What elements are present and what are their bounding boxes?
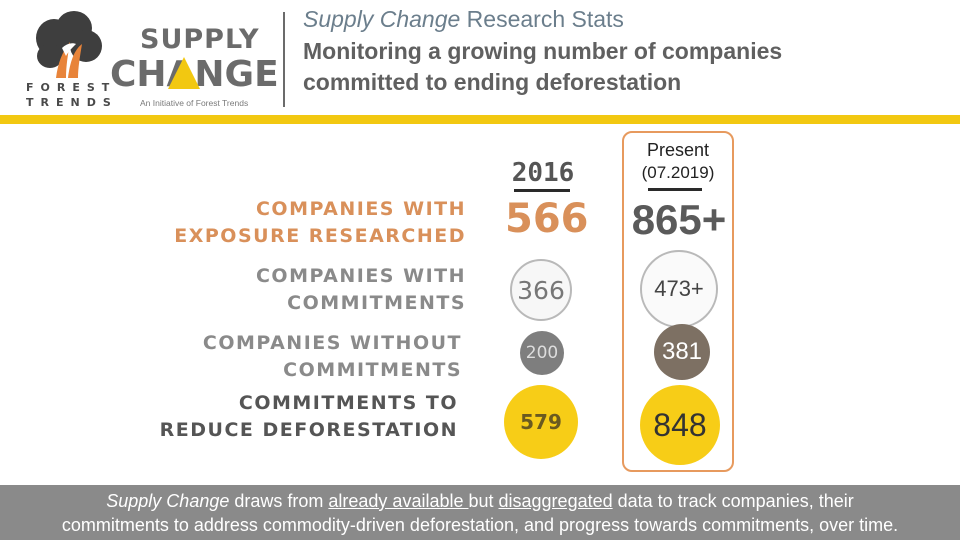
title-rest: Research Stats	[460, 6, 624, 32]
row-label-exposure-line1: COMPANIES WITH	[255, 198, 466, 220]
value-2016-without-commitments: 200	[525, 343, 559, 363]
row-label-without-commitments-line2: COMMITMENTS	[283, 359, 462, 381]
circle-present-reduce-deforestation: 848	[640, 385, 720, 465]
logo-tagline: An Initiative of Forest Trends	[140, 98, 249, 108]
footer-line1: Supply Change draws from already availab…	[0, 489, 960, 513]
row-label-with-commitments: COMPANIES WITH COMMITMENTS	[256, 263, 466, 317]
value-present-exposure: 865+	[631, 196, 727, 243]
circle-2016-reduce-deforestation: 579	[504, 385, 578, 459]
footer-link-available[interactable]: already available	[328, 491, 469, 511]
column-2016-underline	[514, 189, 570, 192]
footer-italic: Supply Change	[106, 491, 230, 511]
column-header-2016: 2016	[511, 158, 575, 188]
footer-line2: commitments to address commodity-driven …	[61, 515, 899, 535]
row-label-without-commitments-line1: COMPANIES WITHOUT	[202, 332, 462, 354]
logo-forest-word: FOREST	[26, 81, 117, 94]
circle-2016-with-commitments: 366	[510, 259, 572, 321]
value-2016-reduce-deforestation: 579	[520, 410, 562, 434]
footer-link-disaggregated[interactable]: disaggregated	[498, 491, 613, 511]
logo-trends-word: TRENDS	[26, 96, 118, 109]
footer-p6: data to track companies, their	[612, 491, 854, 511]
header-divider	[283, 12, 285, 107]
footer-bar	[0, 485, 960, 540]
row-label-reduce-deforestation: COMMITMENTS TO REDUCE DEFORESTATION	[160, 390, 458, 444]
circle-present-without-commitments: 381	[654, 324, 710, 380]
column-header-present-date: (07.2019)	[641, 163, 715, 182]
page-subtitle: Monitoring a growing number of companies…	[303, 38, 783, 95]
row-label-exposure: COMPANIES WITH EXPOSURE RESEARCHED	[174, 196, 466, 250]
value-present-reduce-deforestation: 848	[653, 406, 707, 443]
row-label-reduce-deforestation-line2: REDUCE DEFORESTATION	[159, 419, 458, 441]
row-label-with-commitments-line2: COMMITMENTS	[287, 292, 466, 314]
circle-2016-without-commitments: 200	[520, 331, 564, 375]
footer-p4: but	[468, 491, 499, 511]
value-present-without-commitments: 381	[661, 338, 703, 365]
column-present-underline	[648, 188, 702, 191]
row-label-without-commitments: COMPANIES WITHOUT COMMITMENTS	[203, 330, 462, 384]
forest-trends-tree-logo	[36, 11, 102, 78]
footer-p2: draws from	[229, 491, 329, 511]
row-label-reduce-deforestation-line1: COMMITMENTS TO	[238, 392, 458, 414]
row-label-exposure-line2: EXPOSURE RESEARCHED	[174, 225, 466, 247]
title-italic: Supply Change	[303, 6, 461, 32]
page-title: Supply Change Research Stats	[303, 6, 624, 33]
value-present-with-commitments: 473+	[654, 276, 704, 301]
footer-text: Supply Change draws from already availab…	[0, 489, 960, 537]
header-gold-bar	[0, 115, 960, 124]
circle-present-with-commitments: 473+	[640, 250, 718, 328]
value-2016-with-commitments: 366	[517, 275, 565, 305]
row-label-with-commitments-line1: COMPANIES WITH	[255, 265, 466, 287]
column-header-present: Present	[646, 140, 710, 160]
logo-supply-word: SUPPLY	[140, 24, 260, 55]
logo-triangle-icon	[168, 57, 200, 89]
value-2016-exposure: 566	[505, 196, 589, 242]
present-column-box	[622, 131, 734, 472]
